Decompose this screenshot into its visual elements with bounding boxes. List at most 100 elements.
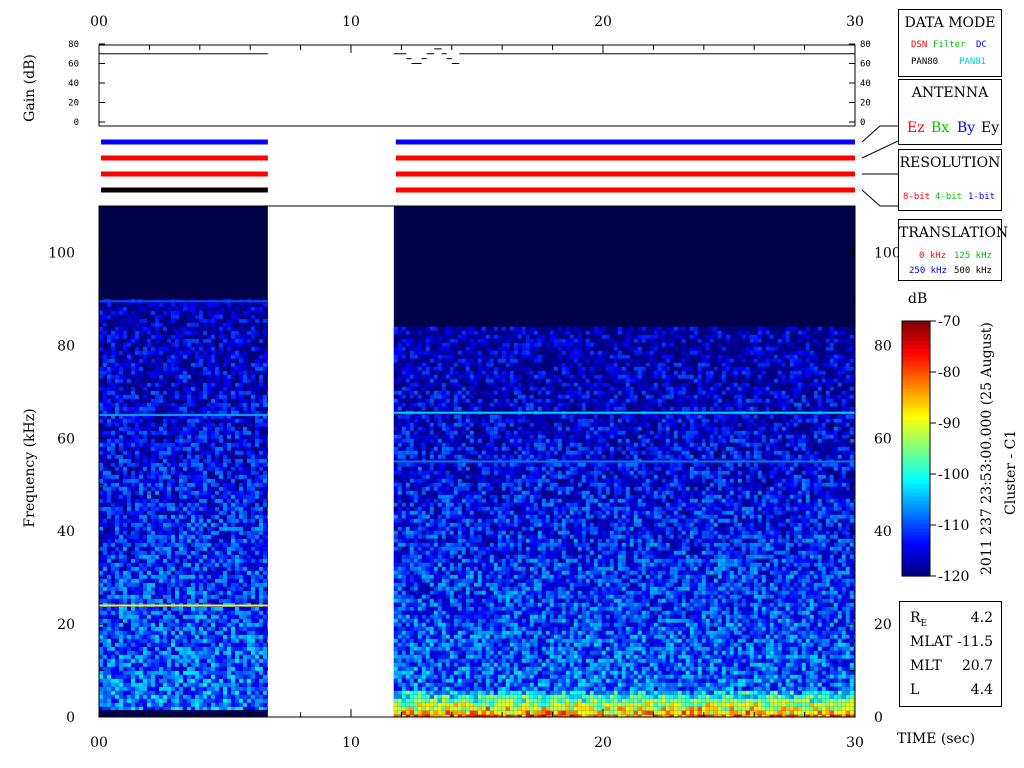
- spectrogram-cell: [199, 310, 203, 315]
- spectrogram-cell: [171, 450, 175, 455]
- spectrogram-cell: [135, 590, 139, 595]
- spectrogram-cell: [139, 410, 143, 415]
- spectrogram-cell: [183, 422, 187, 427]
- spectrogram-cell: [219, 322, 223, 327]
- spectrogram-cell: [107, 422, 111, 427]
- spectrogram-cell: [167, 474, 171, 479]
- spectrogram-cell: [163, 530, 167, 535]
- spectrogram-cell: [231, 542, 235, 547]
- spectrogram-cell: [397, 338, 402, 343]
- spectrogram-cell: [119, 630, 123, 635]
- spectrogram-cell: [159, 618, 163, 623]
- spectrogram-cell: [179, 442, 183, 447]
- spectrogram-cell: [119, 394, 123, 399]
- spectrogram-cell: [167, 346, 171, 351]
- spectrogram-cell: [143, 546, 147, 551]
- spectrogram-cell: [159, 678, 163, 683]
- spectrogram-cell: [159, 450, 163, 455]
- spectrogram-cell: [263, 398, 267, 403]
- spectrogram-cell: [231, 594, 235, 599]
- spectrogram-cell: [263, 566, 267, 571]
- spectrogram-cell: [187, 638, 191, 643]
- spectrogram-cell: [251, 622, 255, 627]
- spectrogram-cell: [405, 490, 410, 495]
- spectrogram-cell: [239, 594, 243, 599]
- spectrogram-cell: [123, 310, 127, 315]
- spectrogram-cell: [183, 686, 187, 691]
- spectrogram-cell: [135, 642, 139, 647]
- spectrogram-cell: [115, 374, 119, 379]
- spectrogram-cell: [143, 506, 147, 511]
- spectrogram-cell: [143, 402, 147, 407]
- spectrogram-cell: [115, 346, 119, 351]
- spectrogram-cell: [175, 630, 179, 635]
- spectrogram-cell: [199, 494, 203, 499]
- spectrogram-cell: [247, 378, 251, 383]
- spectrogram-cell: [255, 694, 259, 699]
- spectrogram-cell: [207, 670, 211, 675]
- spectrogram-cell: [163, 326, 167, 331]
- spectrogram-cell: [267, 378, 268, 383]
- spectrogram-cell: [227, 674, 231, 679]
- spectrogram-cell: [219, 398, 223, 403]
- spectrogram-cell: [187, 382, 191, 387]
- spectrogram-cell: [203, 606, 207, 611]
- spectrogram-cell: [107, 494, 111, 499]
- spectrogram-cell: [131, 702, 135, 707]
- spectrogram-cell: [211, 466, 215, 471]
- spectrogram-cell: [139, 370, 143, 375]
- spectrogram-cell: [107, 462, 111, 467]
- spectrogram-cell: [215, 646, 219, 651]
- spectrogram-cell: [139, 334, 143, 339]
- spectrogram-cell: [99, 670, 103, 675]
- spectrogram-cell: [127, 402, 131, 407]
- spectrogram-cell: [191, 434, 195, 439]
- spectrogram-cell: [143, 422, 147, 427]
- spectrogram-cell: [247, 494, 251, 499]
- spectrogram-cell: [267, 346, 268, 351]
- spectrogram-cell: [171, 538, 175, 543]
- spectrogram-cell: [401, 454, 406, 459]
- spectrogram-cell: [203, 550, 207, 555]
- spectrogram-cell: [263, 590, 267, 595]
- spectrogram-cell: [131, 362, 135, 367]
- spectrogram-cell: [159, 638, 163, 643]
- spectrogram-cell: [123, 594, 127, 599]
- spectrogram-cell: [255, 334, 259, 339]
- spectrogram-cell: [187, 654, 191, 659]
- spectrogram-cell: [397, 686, 402, 691]
- spectrogram-cell: [251, 526, 255, 531]
- spectrogram-cell: [115, 562, 119, 567]
- spectrogram-cell: [263, 306, 267, 311]
- spectrogram-cell: [151, 698, 155, 703]
- spectrogram-cell: [135, 694, 139, 699]
- spectrogram-cell: [231, 402, 235, 407]
- spectrogram-cell: [139, 518, 143, 523]
- spectrogram-cell: [135, 614, 139, 619]
- spectrogram-cell: [223, 558, 227, 563]
- spectrogram-cell: [409, 542, 414, 547]
- spectrogram-cell: [107, 474, 111, 479]
- spectrogram-cell: [243, 318, 247, 323]
- spectrogram-cell: [135, 622, 139, 627]
- spectrogram-cell: [135, 630, 139, 635]
- spectrogram-cell: [227, 570, 231, 575]
- spectrogram-cell: [247, 514, 251, 519]
- spectrogram-cell: [247, 534, 251, 539]
- spectrogram-cell: [131, 382, 135, 387]
- spectrogram-cell: [119, 406, 123, 411]
- spectrogram-cell: [179, 578, 183, 583]
- spectrogram-cell: [127, 502, 131, 507]
- spectrogram-cell: [263, 358, 267, 363]
- spectrogram-cell: [405, 414, 410, 419]
- spectrogram-cell: [187, 546, 191, 551]
- spectrogram-cell: [195, 566, 199, 571]
- spectrogram-cell: [183, 638, 187, 643]
- spectrogram-cell: [405, 342, 410, 347]
- spectrogram-cell: [143, 650, 147, 655]
- spectrogram-cell: [409, 478, 414, 483]
- spectrogram-cell: [215, 366, 219, 371]
- spectrogram-cell: [159, 482, 163, 487]
- spectrogram-cell: [151, 642, 155, 647]
- spectrogram-cell: [163, 310, 167, 315]
